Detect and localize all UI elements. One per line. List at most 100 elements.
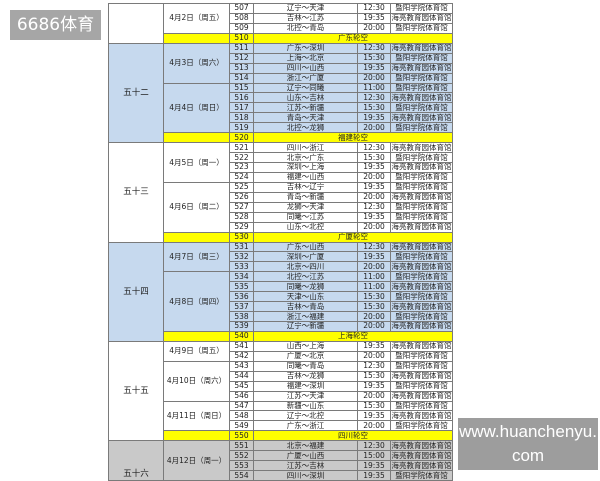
venue: 海亮教育园体育馆 bbox=[390, 191, 453, 203]
game-number: 508 bbox=[229, 12, 254, 24]
venue: 暨阳学院体育馆 bbox=[390, 171, 453, 183]
table-row: 542 广厦～北京 20:00 暨阳学院体育馆 bbox=[109, 350, 453, 362]
date-cell: 4月11日（周日） bbox=[163, 400, 230, 432]
venue: 暨阳学院体育馆 bbox=[390, 3, 453, 14]
round-cell: 五十三 bbox=[108, 142, 164, 243]
game-time: 20:00 bbox=[357, 261, 391, 273]
game-number: 547 bbox=[229, 400, 254, 412]
date-cell: 4月12日（周一） bbox=[163, 440, 230, 481]
venue: 海亮教育园体育馆 bbox=[390, 370, 453, 382]
matchup: 辽宁～北控 bbox=[253, 410, 358, 422]
game-number: 536 bbox=[229, 291, 254, 303]
bye-date-cell bbox=[163, 330, 230, 342]
game-time: 20:00 bbox=[357, 311, 391, 322]
venue: 海亮教育园体育馆 bbox=[390, 241, 453, 253]
venue: 海亮教育园体育馆 bbox=[390, 112, 453, 124]
venue: 暨阳学院体育馆 bbox=[390, 152, 453, 163]
matchup: 龙狮～天津 bbox=[253, 201, 358, 213]
game-time: 19:35 bbox=[357, 162, 391, 173]
game-number: 541 bbox=[229, 340, 254, 352]
game-time: 20:00 bbox=[357, 122, 391, 134]
game-time: 20:00 bbox=[357, 191, 391, 203]
game-number: 516 bbox=[229, 92, 254, 104]
matchup: 同曦～龙狮 bbox=[253, 281, 358, 293]
venue: 海亮教育园体育馆 bbox=[390, 92, 453, 104]
matchup: 广厦～山西 bbox=[253, 450, 358, 462]
game-number: 514 bbox=[229, 72, 254, 84]
game-time: 20:00 bbox=[357, 22, 391, 34]
table-row: 526 青岛～新疆 20:00 海亮教育园体育馆 bbox=[109, 191, 453, 203]
bye-team: 四川轮空 bbox=[253, 430, 453, 442]
table-row: 545 福建～深圳 19:35 暨阳学院体育馆 bbox=[109, 380, 453, 392]
table-row: 五十六 4月12日（周一） 551 北京～福建 12:30 海亮教育园体育馆 bbox=[108, 440, 453, 481]
venue: 暨阳学院体育馆 bbox=[390, 82, 453, 94]
matchup: 深圳～上海 bbox=[253, 162, 358, 173]
game-time: 12:30 bbox=[357, 201, 391, 213]
venue: 暨阳学院体育馆 bbox=[390, 22, 453, 34]
table-row: 549 广东～浙江 20:00 暨阳学院体育馆 bbox=[109, 420, 453, 432]
matchup: 福建～山西 bbox=[253, 171, 358, 183]
game-number: 546 bbox=[229, 390, 254, 402]
game-time: 15:30 bbox=[357, 400, 391, 412]
venue: 暨阳学院体育馆 bbox=[390, 102, 453, 114]
matchup: 新疆～山东 bbox=[253, 400, 358, 412]
venue: 暨阳学院体育馆 bbox=[390, 211, 453, 223]
game-number: 554 bbox=[229, 470, 254, 481]
matchup: 北控～龙狮 bbox=[253, 122, 358, 134]
table-row: 五十三 4月5日（周一） 521 四川～浙江 12:30 海亮教育园体育馆 bbox=[108, 142, 453, 243]
game-number: 519 bbox=[229, 122, 254, 134]
game-time: 11:00 bbox=[357, 281, 391, 293]
bye-date-cell bbox=[163, 430, 230, 442]
game-time: 15:30 bbox=[357, 370, 391, 382]
game-number: 510 bbox=[229, 32, 254, 44]
table-row: 537 吉林～青岛 15:30 海亮教育园体育馆 bbox=[109, 301, 453, 313]
venue: 海亮教育园体育馆 bbox=[390, 410, 453, 422]
game-number: 509 bbox=[229, 22, 254, 34]
game-number: 512 bbox=[229, 52, 254, 64]
venue: 海亮教育园体育馆 bbox=[390, 301, 453, 313]
game-time: 20:00 bbox=[357, 350, 391, 362]
game-time: 20:00 bbox=[357, 321, 391, 332]
game-number: 522 bbox=[229, 152, 254, 163]
game-number: 542 bbox=[229, 350, 254, 362]
game-number: 545 bbox=[229, 380, 254, 392]
venue: 暨阳学院体育馆 bbox=[390, 291, 453, 303]
venue: 暨阳学院体育馆 bbox=[390, 201, 453, 213]
game-number: 535 bbox=[229, 281, 254, 293]
venue: 暨阳学院体育馆 bbox=[390, 360, 453, 372]
table-row: 532 深圳～广厦 19:35 暨阳学院体育馆 bbox=[109, 251, 453, 263]
matchup: 上海～北京 bbox=[253, 52, 358, 64]
game-time: 11:00 bbox=[357, 82, 391, 94]
matchup: 辽宁～新疆 bbox=[253, 321, 358, 332]
matchup: 四川～山西 bbox=[253, 62, 358, 74]
matchup: 山东～北控 bbox=[253, 221, 358, 233]
game-number: 540 bbox=[229, 330, 254, 342]
matchup: 广东～深圳 bbox=[253, 42, 358, 54]
game-number: 537 bbox=[229, 301, 254, 313]
game-number: 538 bbox=[229, 311, 254, 322]
game-number: 515 bbox=[229, 82, 254, 94]
game-number: 529 bbox=[229, 221, 254, 233]
matchup: 吉林～江苏 bbox=[253, 12, 358, 24]
game-time: 15:30 bbox=[357, 102, 391, 114]
game-time: 12:30 bbox=[357, 92, 391, 104]
venue: 暨阳学院体育馆 bbox=[390, 181, 453, 193]
venue: 暨阳学院体育馆 bbox=[390, 311, 453, 322]
bye-date-cell bbox=[163, 231, 230, 243]
matchup: 山东～吉林 bbox=[253, 92, 358, 104]
game-number: 532 bbox=[229, 251, 254, 263]
table-row: 五十五 4月9日（周五） 541 山西～上海 19:35 海亮教育园体育馆 bbox=[108, 340, 453, 442]
game-time: 20:00 bbox=[357, 171, 391, 183]
game-time: 12:30 bbox=[357, 3, 391, 14]
matchup: 江苏～新疆 bbox=[253, 102, 358, 114]
venue: 暨阳学院体育馆 bbox=[390, 350, 453, 362]
matchup: 浙江～广厦 bbox=[253, 72, 358, 84]
table-row: 554 四川～深圳 19:35 暨阳学院体育馆 bbox=[109, 470, 453, 481]
matchup: 山西～上海 bbox=[253, 340, 358, 352]
game-time: 15:30 bbox=[357, 291, 391, 303]
table-row: 4月4日（周日） 515 辽宁～同曦 11:00 暨阳学院体育馆 bbox=[109, 82, 453, 134]
matchup: 浙江～福建 bbox=[253, 311, 358, 322]
game-time: 19:35 bbox=[357, 470, 391, 481]
game-time: 15:00 bbox=[357, 450, 391, 462]
game-number: 530 bbox=[229, 231, 254, 243]
